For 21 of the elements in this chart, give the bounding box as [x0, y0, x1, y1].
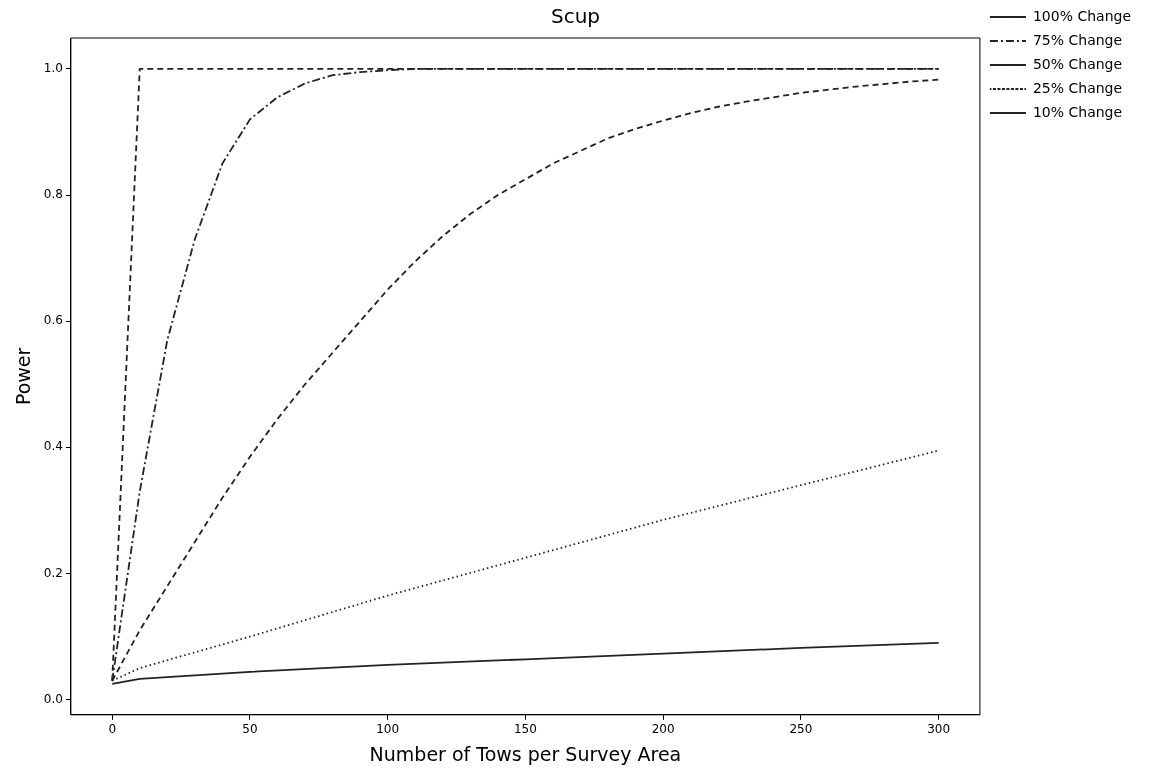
- y-tick-label: 0.0: [43, 691, 63, 706]
- y-tick-label: 1.0: [43, 61, 63, 76]
- y-tick-label: 0.8: [43, 187, 63, 202]
- legend-label: 50% Change: [1032, 55, 1123, 72]
- legend-label: 25% Change: [1032, 79, 1123, 96]
- x-tick-label: 50: [242, 722, 258, 737]
- chart-title: Scup: [550, 4, 601, 29]
- x-tick-label: 200: [651, 722, 675, 737]
- legend-label: 10% Change: [1032, 103, 1123, 120]
- x-tick-label: 300: [927, 722, 951, 737]
- x-tick-label: 250: [789, 722, 813, 737]
- legend-label: 100% Change: [1032, 7, 1131, 24]
- x-axis-title: Number of Tows per Survey Area: [369, 742, 682, 765]
- y-axis-title: Power: [12, 347, 35, 406]
- x-tick-label: 150: [513, 722, 537, 737]
- y-tick-label: 0.4: [43, 439, 63, 454]
- x-tick-label: 100: [376, 722, 400, 737]
- legend-label: 75% Change: [1032, 31, 1123, 48]
- x-tick-label: 0: [108, 722, 117, 737]
- y-tick-label: 0.2: [43, 565, 63, 580]
- y-tick-label: 0.6: [43, 313, 63, 328]
